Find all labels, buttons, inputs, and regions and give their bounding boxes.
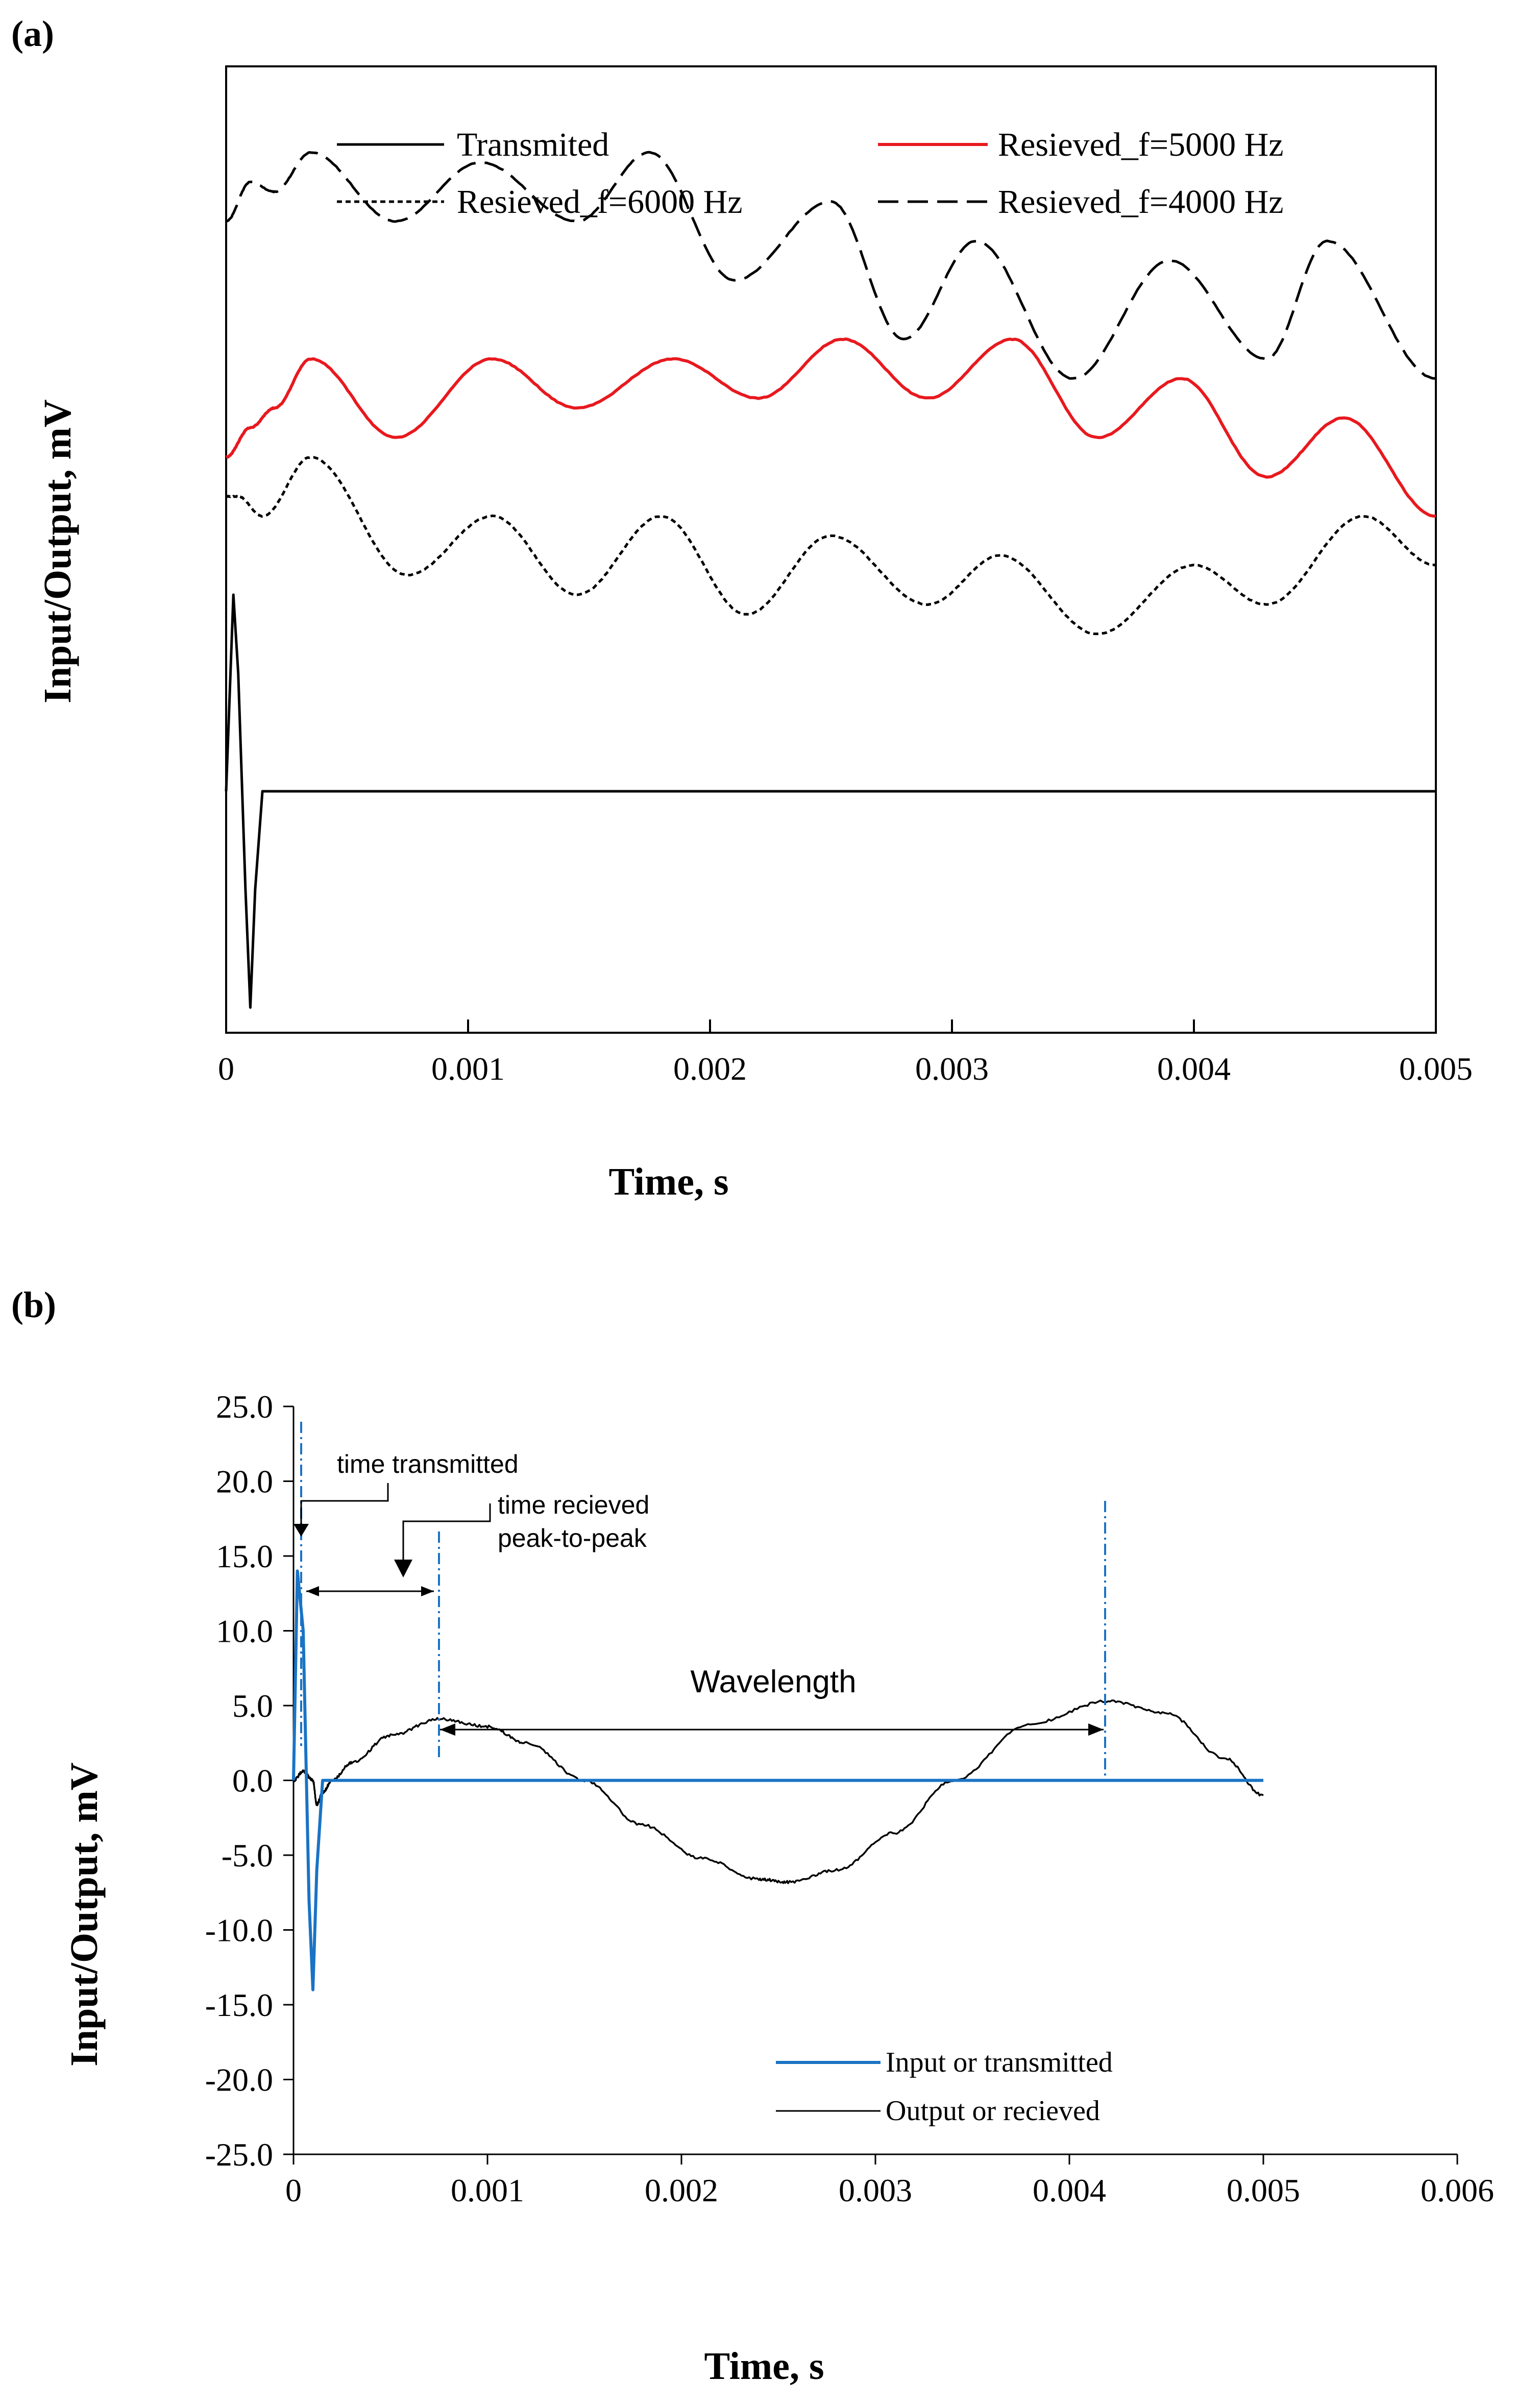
panel-a-plot-frame xyxy=(225,65,1437,1034)
panel-a-legend: Transmited Resieved_f=5000 Hz Resieved_f… xyxy=(337,126,1284,221)
legend-label-5000hz: Resieved_f=5000 Hz xyxy=(998,126,1284,163)
legend-label-6000hz: Resieved_f=6000 Hz xyxy=(457,183,743,221)
panel-b-x-tick-label: 0 xyxy=(285,2172,302,2208)
panel-b-series xyxy=(292,1569,1264,1991)
panel-a-series-line-2 xyxy=(225,456,1436,636)
panel-b-y-tick-label: 0.0 xyxy=(232,1763,273,1799)
panel-b-x-tick-label: 0.002 xyxy=(645,2172,718,2208)
legend-label-4000hz: Resieved_f=4000 Hz xyxy=(998,183,1284,221)
panel-a-x-tick-label: 0 xyxy=(218,1051,234,1087)
annotation-time-transmitted: time transmitted xyxy=(337,1450,519,1478)
panel-b-y-tick-label: 25.0 xyxy=(216,1389,273,1425)
panel-b-x-tick-label: 0.003 xyxy=(839,2172,912,2208)
panel-b-y-tick-label: 10.0 xyxy=(216,1613,273,1649)
panel-a-x-tick-label: 0.005 xyxy=(1399,1051,1473,1087)
panel-b-y-tick-label: -5.0 xyxy=(222,1837,273,1874)
panel-a-x-tick-label: 0.004 xyxy=(1157,1051,1231,1087)
panel-b-y-tick-label: -15.0 xyxy=(205,1987,273,2023)
peak-to-peak-arrowhead-right xyxy=(421,1586,434,1596)
panel-b-series-input xyxy=(292,1569,1263,1991)
panel-a-label: (a) xyxy=(11,13,54,54)
panel-b-y-tick-label: 5.0 xyxy=(232,1688,273,1724)
panel-a-series-line-0 xyxy=(225,593,1436,1009)
panel-a-y-axis-title: Input/Output, mV xyxy=(36,399,79,703)
callout-time-transmitted-arrowhead xyxy=(294,1524,309,1537)
legend-label-transmited: Transmited xyxy=(457,126,609,163)
panel-b-y-tick-label: -10.0 xyxy=(205,1912,273,1949)
annotation-peak-to-peak: peak-to-peak xyxy=(498,1524,647,1552)
callout-time-recieved-arrowhead xyxy=(394,1560,412,1577)
annotation-wavelength: Wavelength xyxy=(690,1664,856,1699)
legend-label-input: Input or transmitted xyxy=(886,2047,1113,2078)
wavelength-arrowhead-left xyxy=(440,1723,455,1736)
wavelength-arrowhead-right xyxy=(1088,1723,1104,1736)
panel-a-x-axis-title: Time, s xyxy=(608,1160,728,1203)
panel-b-y-tick-label: -25.0 xyxy=(205,2136,273,2173)
panel-b-annotations: time transmitted time recieved peak-to-p… xyxy=(294,1422,1106,1777)
panel-b-y-tick-label: 20.0 xyxy=(216,1464,273,1500)
callout-time-transmitted-leader xyxy=(300,1483,389,1532)
panel-b-axes: -25.0 -20.0 -15.0 -10.0 -5.0 0.0 5.0 10.0 15.0 20… xyxy=(205,1389,1494,2208)
panel-b-y-axis-title: Input/Output, mV xyxy=(63,1762,106,2067)
panel-a-series-line-1 xyxy=(225,337,1436,518)
panel-b-x-tick-label: 0.001 xyxy=(451,2172,524,2208)
panel-a-x-ticks: 0 0.001 0.002 0.003 0.004 0.005 xyxy=(218,1019,1473,1087)
panel-a-x-tick-label: 0.001 xyxy=(431,1051,505,1087)
panel-a-series xyxy=(225,151,1436,1009)
panel-b-x-axis-title: Time, s xyxy=(704,2345,824,2388)
panel-a: (a) 0 0.001 0.002 0.003 0.004 0.005 Time, s I… xyxy=(11,13,1473,1203)
panel-b: (b) -25.0 -20.0 -15.0 -10.0 -5.0 0.0 5.0 10.0 15… xyxy=(11,1284,1494,2388)
panel-b-x-tick-label: 0.006 xyxy=(1421,2172,1494,2208)
panel-b-legend: Input or transmitted Output or recieved xyxy=(776,2047,1113,2127)
panel-a-x-tick-label: 0.003 xyxy=(915,1051,989,1087)
callout-time-recieved-leader xyxy=(402,1503,491,1572)
panel-b-y-tick-label: -20.0 xyxy=(205,2062,273,2098)
panel-b-x-tick-label: 0.005 xyxy=(1227,2172,1300,2208)
panel-b-x-tick-label: 0.004 xyxy=(1033,2172,1106,2208)
legend-label-output: Output or recieved xyxy=(886,2095,1100,2127)
panel-a-series-line-3 xyxy=(226,151,1436,380)
panel-b-label: (b) xyxy=(11,1284,56,1325)
panel-a-x-tick-label: 0.002 xyxy=(673,1051,747,1087)
annotation-time-recieved: time recieved xyxy=(498,1491,649,1519)
peak-to-peak-arrowhead-left xyxy=(306,1586,319,1596)
panel-b-y-tick-label: 15.0 xyxy=(216,1538,273,1574)
